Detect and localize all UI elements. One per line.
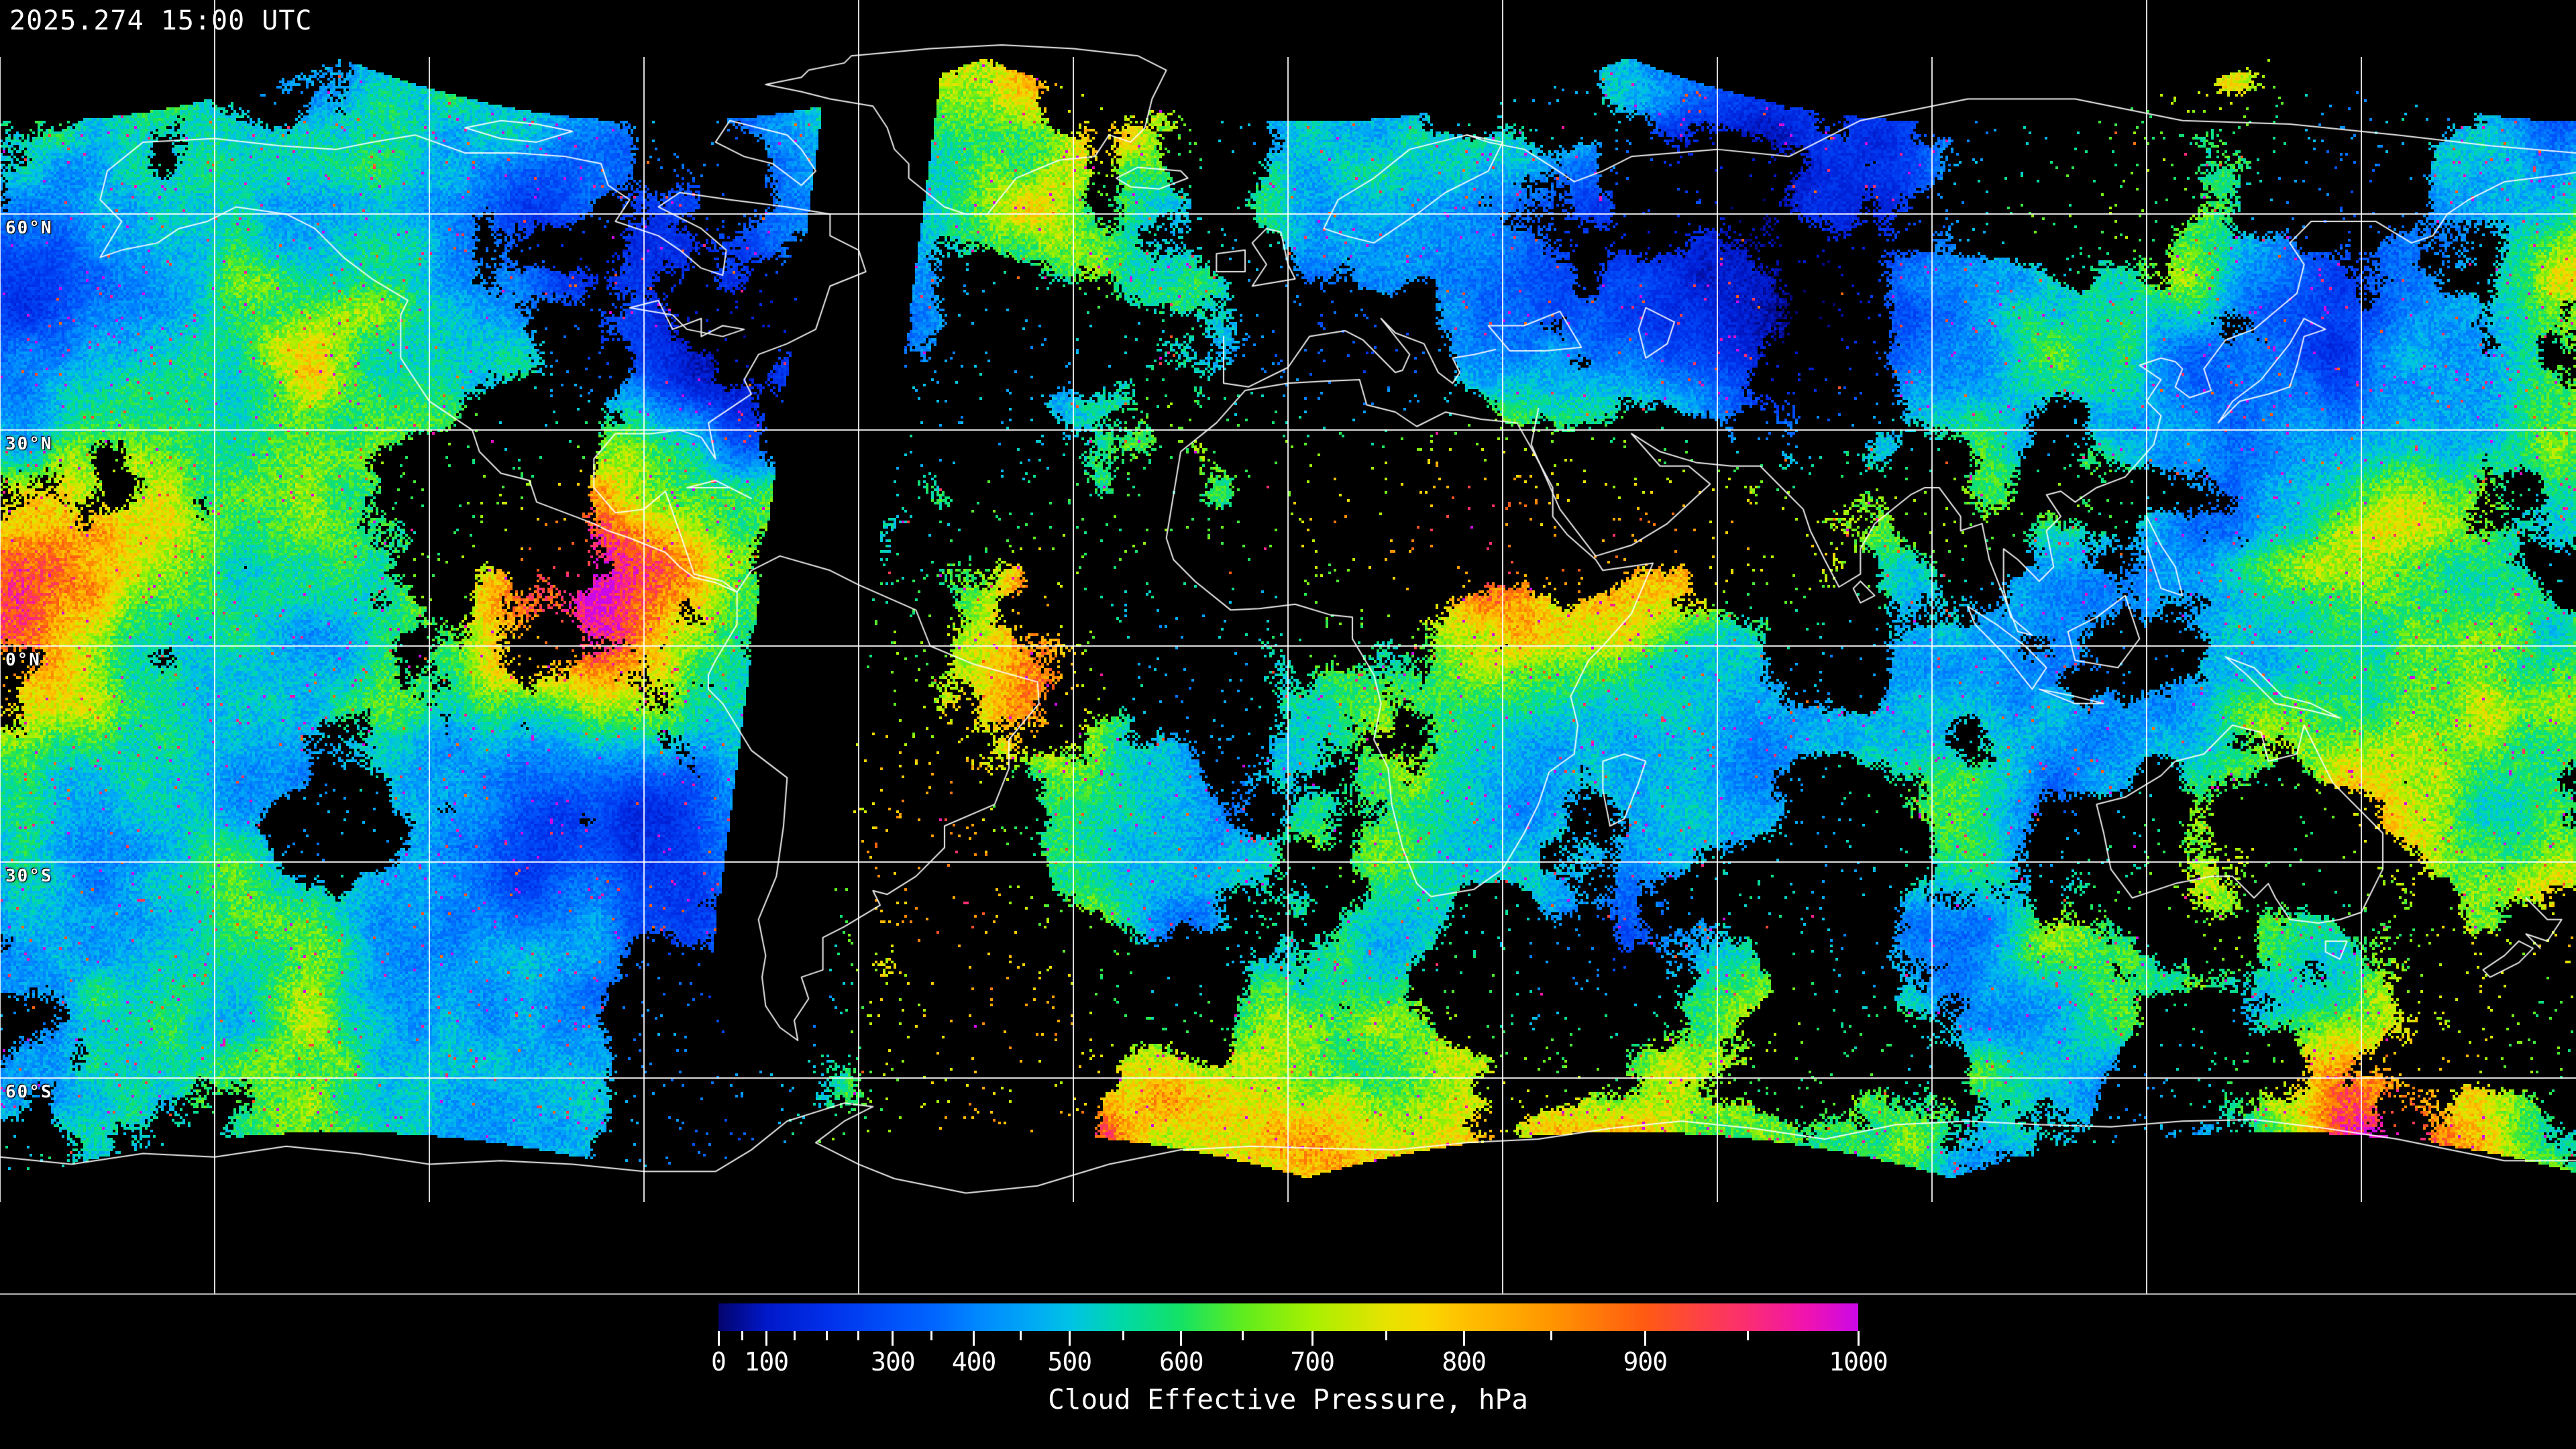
colorbar-tick bbox=[1311, 1331, 1313, 1346]
colorbar-tick-label: 500 bbox=[1047, 1347, 1092, 1377]
colorbar-tick-label: 800 bbox=[1442, 1347, 1487, 1377]
colorbar-tick-label: 100 bbox=[744, 1347, 790, 1377]
longitude-gridline bbox=[1502, 0, 1503, 1294]
colorbar-tick bbox=[765, 1331, 767, 1346]
colorbar-gradient bbox=[718, 1303, 1858, 1331]
colorbar-tick bbox=[1644, 1331, 1646, 1346]
longitude-gridline bbox=[1287, 57, 1289, 1202]
latitude-label: 30°S bbox=[5, 866, 53, 886]
colorbar-tick-label: 400 bbox=[951, 1347, 997, 1377]
longitude-gridline bbox=[858, 0, 859, 1294]
latitude-label: 60°S bbox=[5, 1082, 53, 1102]
colorbar-tick bbox=[1019, 1331, 1022, 1340]
longitude-gridline bbox=[2361, 57, 2362, 1202]
colorbar-tick bbox=[973, 1331, 975, 1346]
colorbar-tick bbox=[1550, 1331, 1553, 1340]
colorbar-tick bbox=[1068, 1331, 1071, 1346]
colorbar-tick bbox=[794, 1331, 796, 1340]
colorbar-tick bbox=[1242, 1331, 1244, 1340]
colorbar-tick bbox=[892, 1331, 894, 1346]
colorbar bbox=[717, 1303, 1860, 1346]
colorbar-tick bbox=[717, 1331, 720, 1346]
colorbar-tick bbox=[741, 1331, 744, 1340]
colorbar-tick-labels: 0 100 300 400 500 600 700 800 900 1000 bbox=[711, 1347, 1888, 1378]
longitude-gridline bbox=[2146, 0, 2147, 1294]
colorbar-tick bbox=[857, 1331, 860, 1340]
colorbar-tick bbox=[1462, 1331, 1465, 1346]
longitude-gridline bbox=[1931, 57, 1933, 1202]
colorbar-tick bbox=[825, 1331, 828, 1340]
latitude-label: 0°N bbox=[5, 650, 41, 670]
colorbar-tick-label: 900 bbox=[1623, 1347, 1668, 1377]
timestamp: 2025.274 15:00 UTC bbox=[9, 5, 313, 36]
colorbar-tick bbox=[930, 1331, 933, 1340]
colorbar-tick-label: 1000 bbox=[1829, 1347, 1888, 1377]
colorbar-tick bbox=[1122, 1331, 1124, 1340]
colorbar-tick bbox=[1180, 1331, 1183, 1346]
colorbar-tick bbox=[1746, 1331, 1749, 1340]
longitude-gridline bbox=[1717, 57, 1718, 1202]
longitude-gridline bbox=[214, 0, 215, 1294]
longitude-gridline bbox=[1073, 57, 1074, 1202]
colorbar-tick-label: 700 bbox=[1290, 1347, 1335, 1377]
longitude-gridline bbox=[429, 57, 430, 1202]
colorbar-tick bbox=[1385, 1331, 1388, 1340]
latitude-label: 60°N bbox=[5, 218, 53, 238]
longitude-gridline bbox=[0, 57, 1, 1202]
colorbar-tick bbox=[1857, 1331, 1860, 1346]
world-cloud-pressure-map: 60°N 30°N 0°N 30°S 60°S bbox=[0, 0, 2576, 1296]
colorbar-title: Cloud Effective Pressure, hPa bbox=[1048, 1383, 1528, 1415]
latitude-label: 30°N bbox=[5, 434, 53, 454]
longitude-gridline bbox=[643, 57, 645, 1202]
colorbar-tick-label: 600 bbox=[1159, 1347, 1204, 1377]
colorbar-tick-label: 0 bbox=[711, 1347, 727, 1377]
colorbar-tick-label: 300 bbox=[871, 1347, 916, 1377]
map-bottom-border bbox=[0, 1293, 2576, 1295]
